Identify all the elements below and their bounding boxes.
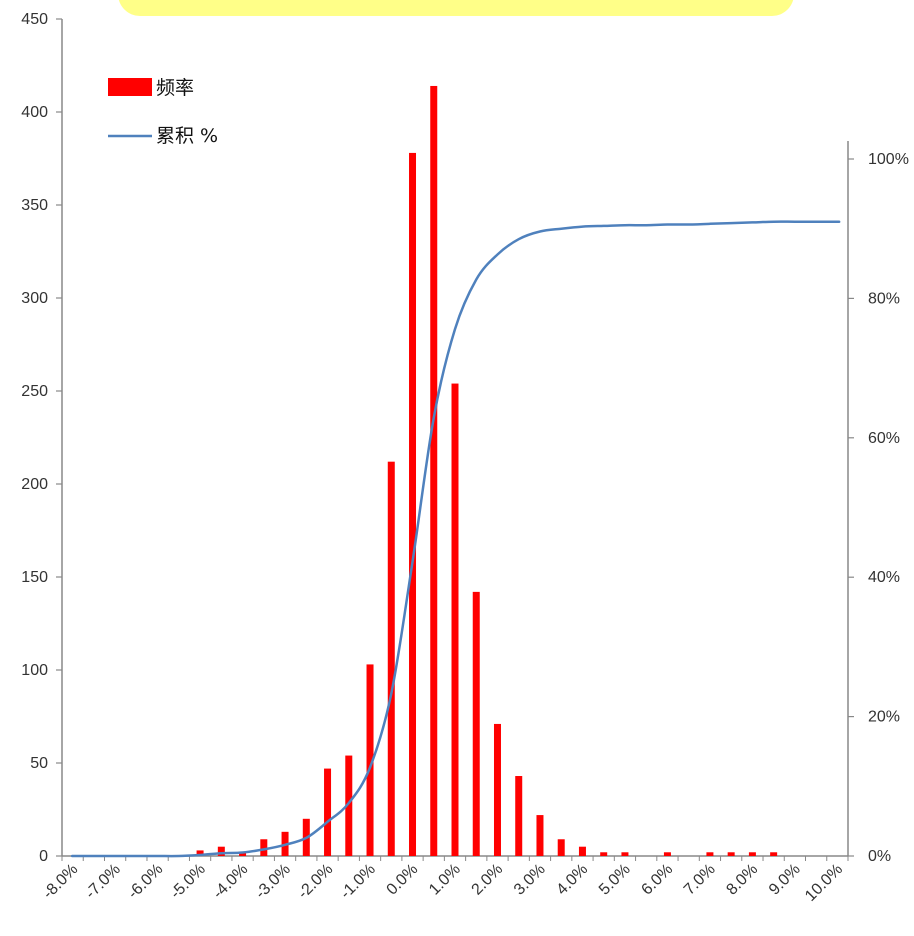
- y-left-tick-label: 350: [21, 197, 48, 214]
- y-left-tick-label: 50: [30, 755, 48, 772]
- y-left-tick-label: 250: [21, 383, 48, 400]
- x-tick-label: -7.0%: [82, 861, 124, 903]
- x-tick-label: 4.0%: [553, 861, 591, 899]
- bar: [366, 664, 374, 856]
- x-tick-label: -6.0%: [125, 861, 167, 903]
- x-tick-label: -8.0%: [40, 861, 82, 903]
- cumulative-line: [70, 220, 841, 858]
- bars-group: [196, 85, 778, 857]
- x-tick-label: 9.0%: [766, 861, 804, 899]
- bar: [239, 852, 247, 856]
- bar: [472, 591, 480, 856]
- legend-label-frequency: 频率: [156, 77, 194, 99]
- bar: [663, 852, 671, 856]
- bar: [727, 852, 735, 856]
- y-left-tick-label: 200: [21, 476, 48, 493]
- x-tick-label: 7.0%: [681, 861, 719, 899]
- x-tick-label: 8.0%: [723, 861, 761, 899]
- bar: [430, 85, 438, 856]
- y-left-tick-label: 450: [21, 11, 48, 28]
- bar: [260, 839, 268, 856]
- x-tick-label: -1.0%: [337, 861, 379, 903]
- bar: [217, 846, 225, 856]
- y-right-tick-label: 80%: [868, 290, 900, 307]
- bar: [621, 852, 629, 856]
- yellow-callout: [118, 0, 794, 16]
- bar: [345, 755, 353, 856]
- legend-label-cumulative: 累积 %: [156, 125, 218, 147]
- x-tick-label: 1.0%: [426, 861, 464, 899]
- bar: [770, 852, 778, 856]
- bar: [536, 815, 544, 856]
- bar: [451, 383, 459, 856]
- x-tick-label: 2.0%: [469, 861, 507, 899]
- bar: [493, 723, 501, 856]
- y-left-tick-label: 0: [39, 848, 48, 865]
- y-right-tick-label: 40%: [868, 569, 900, 586]
- x-tick-label: -3.0%: [252, 861, 294, 903]
- y-left-tick-label: 150: [21, 569, 48, 586]
- y-right-tick-label: 0%: [868, 848, 891, 865]
- y-right-tick-label: 20%: [868, 709, 900, 726]
- y-left-tick-label: 400: [21, 104, 48, 121]
- bar: [515, 776, 523, 856]
- bar: [706, 852, 714, 856]
- legend: 频率 累积 %: [108, 77, 218, 147]
- cumulative-line-group: [70, 220, 841, 858]
- bar: [409, 152, 417, 857]
- bar: [600, 852, 608, 856]
- bar: [557, 839, 565, 856]
- x-tick-label: 3.0%: [511, 861, 549, 899]
- x-tick-label: 5.0%: [596, 861, 634, 899]
- legend-swatch-frequency: [108, 78, 152, 96]
- y-left-tick-label: 300: [21, 290, 48, 307]
- bar: [748, 852, 756, 856]
- bar: [196, 850, 204, 856]
- bar: [578, 846, 586, 856]
- bar: [387, 461, 395, 856]
- x-tick-label: -4.0%: [210, 861, 252, 903]
- x-tick-label: -2.0%: [295, 861, 337, 903]
- x-tick-label: 10.0%: [802, 861, 846, 905]
- y-right-tick-label: 60%: [868, 430, 900, 447]
- bar: [324, 768, 332, 856]
- x-tick-label: 6.0%: [638, 861, 676, 899]
- x-tick-label: -5.0%: [167, 861, 209, 903]
- y-left-tick-label: 100: [21, 662, 48, 679]
- axes: 0 50 100 150 200 250 300 350 400 450 0% 20% 40% 60% 80…: [21, 11, 909, 905]
- y-right-tick-label: 100%: [868, 151, 909, 168]
- x-tick-label: 0.0%: [384, 861, 422, 899]
